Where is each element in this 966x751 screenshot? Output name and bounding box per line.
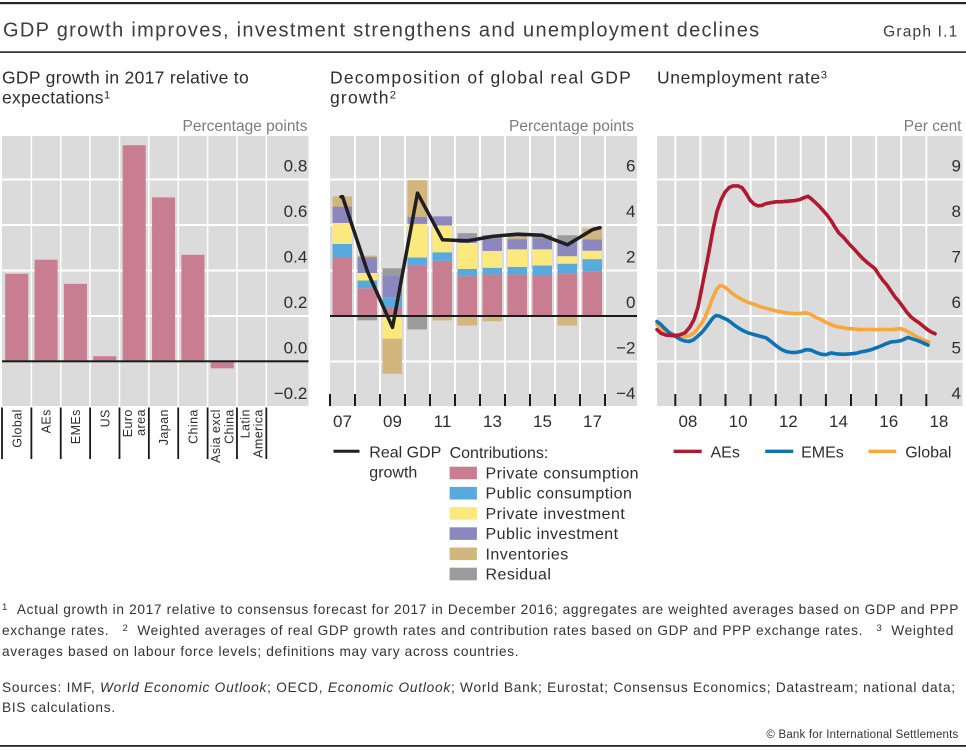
- svg-text:Euro: Euro: [121, 409, 135, 437]
- svg-text:9: 9: [952, 157, 961, 176]
- svg-text:−4: −4: [616, 384, 635, 403]
- svg-text:Public consumption: Public consumption: [486, 486, 633, 503]
- svg-text:US: US: [98, 409, 112, 427]
- svg-text:Latin: Latin: [238, 409, 252, 438]
- svg-text:17: 17: [583, 412, 602, 431]
- svg-text:−0.2: −0.2: [274, 384, 308, 403]
- svg-text:Percentage points: Percentage points: [183, 118, 308, 135]
- svg-text:16: 16: [879, 412, 898, 431]
- svg-text:exchange rates. 2 Weighted: exchange rates. 2 Weighted averages of r…: [2, 623, 954, 638]
- svg-text:China: China: [187, 409, 201, 444]
- svg-text:08: 08: [678, 412, 697, 431]
- svg-text:Global: Global: [10, 409, 24, 448]
- svg-text:Unemployment rate3: Unemployment rate3: [657, 68, 828, 88]
- svg-text:Residual: Residual: [486, 567, 552, 584]
- svg-text:© Bank for International Settl: © Bank for International Settlements: [766, 729, 958, 741]
- svg-text:Private consumption: Private consumption: [486, 466, 640, 483]
- svg-text:AEs: AEs: [711, 445, 740, 462]
- svg-text:−2: −2: [616, 339, 635, 358]
- svg-text:15: 15: [533, 412, 552, 431]
- svg-text:EMEs: EMEs: [801, 445, 844, 462]
- svg-text:4: 4: [626, 202, 635, 221]
- svg-text:Asia excl: Asia excl: [209, 409, 223, 463]
- svg-text:Contributions:: Contributions:: [450, 445, 549, 462]
- svg-text:4: 4: [952, 384, 961, 403]
- svg-text:10: 10: [729, 412, 748, 431]
- svg-text:0.8: 0.8: [284, 157, 308, 176]
- svg-text:expectations1: expectations1: [2, 88, 110, 108]
- svg-text:2: 2: [626, 248, 635, 267]
- svg-text:BIS calculations.: BIS calculations.: [2, 700, 116, 715]
- svg-text:09: 09: [383, 412, 402, 431]
- svg-text:Inventories: Inventories: [486, 546, 569, 563]
- svg-text:GDP growth improves, investmen: GDP growth improves, investment strength…: [3, 20, 760, 42]
- svg-text:0.2: 0.2: [284, 293, 308, 312]
- svg-text:Public investment: Public investment: [486, 526, 619, 543]
- svg-text:8: 8: [952, 202, 961, 221]
- svg-text:18: 18: [929, 412, 948, 431]
- svg-text:13: 13: [483, 412, 502, 431]
- svg-text:China: China: [222, 409, 236, 444]
- svg-text:Per cent: Per cent: [904, 118, 962, 135]
- svg-text:Percentage points: Percentage points: [509, 118, 634, 135]
- svg-text:11: 11: [434, 412, 452, 431]
- svg-text:Japan: Japan: [157, 409, 171, 445]
- svg-text:07: 07: [333, 412, 352, 431]
- svg-text:6: 6: [952, 293, 961, 312]
- svg-text:Sources: IMF, World Economic O: Sources: IMF, World Economic Outlook; OE…: [2, 680, 956, 695]
- svg-text:Graph I.1: Graph I.1: [883, 24, 958, 41]
- svg-text:7: 7: [952, 248, 961, 267]
- svg-text:6: 6: [626, 157, 635, 176]
- svg-text:America: America: [252, 409, 266, 458]
- svg-text:5: 5: [952, 339, 961, 358]
- svg-text:0.4: 0.4: [284, 248, 308, 267]
- svg-text:Real GDP: Real GDP: [369, 445, 441, 462]
- svg-text:GDP growth in 2017 relative to: GDP growth in 2017 relative to: [2, 68, 249, 88]
- svg-text:1 Actual growth in 2017 relat: 1 Actual growth in 2017 relative to cons…: [2, 602, 959, 617]
- svg-text:Decomposition of global real G: Decomposition of global real GDP: [330, 68, 632, 88]
- svg-text:14: 14: [829, 412, 848, 431]
- svg-text:0.0: 0.0: [284, 339, 308, 358]
- svg-text:growth: growth: [369, 465, 417, 482]
- svg-text:Private investment: Private investment: [486, 506, 626, 523]
- svg-text:EMEs: EMEs: [69, 409, 83, 444]
- svg-text:0.6: 0.6: [284, 202, 308, 221]
- svg-text:12: 12: [779, 412, 798, 431]
- svg-text:0: 0: [626, 293, 635, 312]
- svg-text:Global: Global: [905, 445, 951, 462]
- svg-text:growth2: growth2: [330, 88, 397, 108]
- svg-text:averages based on labour force: averages based on labour force levels; d…: [2, 644, 519, 659]
- svg-text:area: area: [134, 409, 148, 436]
- svg-text:AEs: AEs: [40, 409, 54, 433]
